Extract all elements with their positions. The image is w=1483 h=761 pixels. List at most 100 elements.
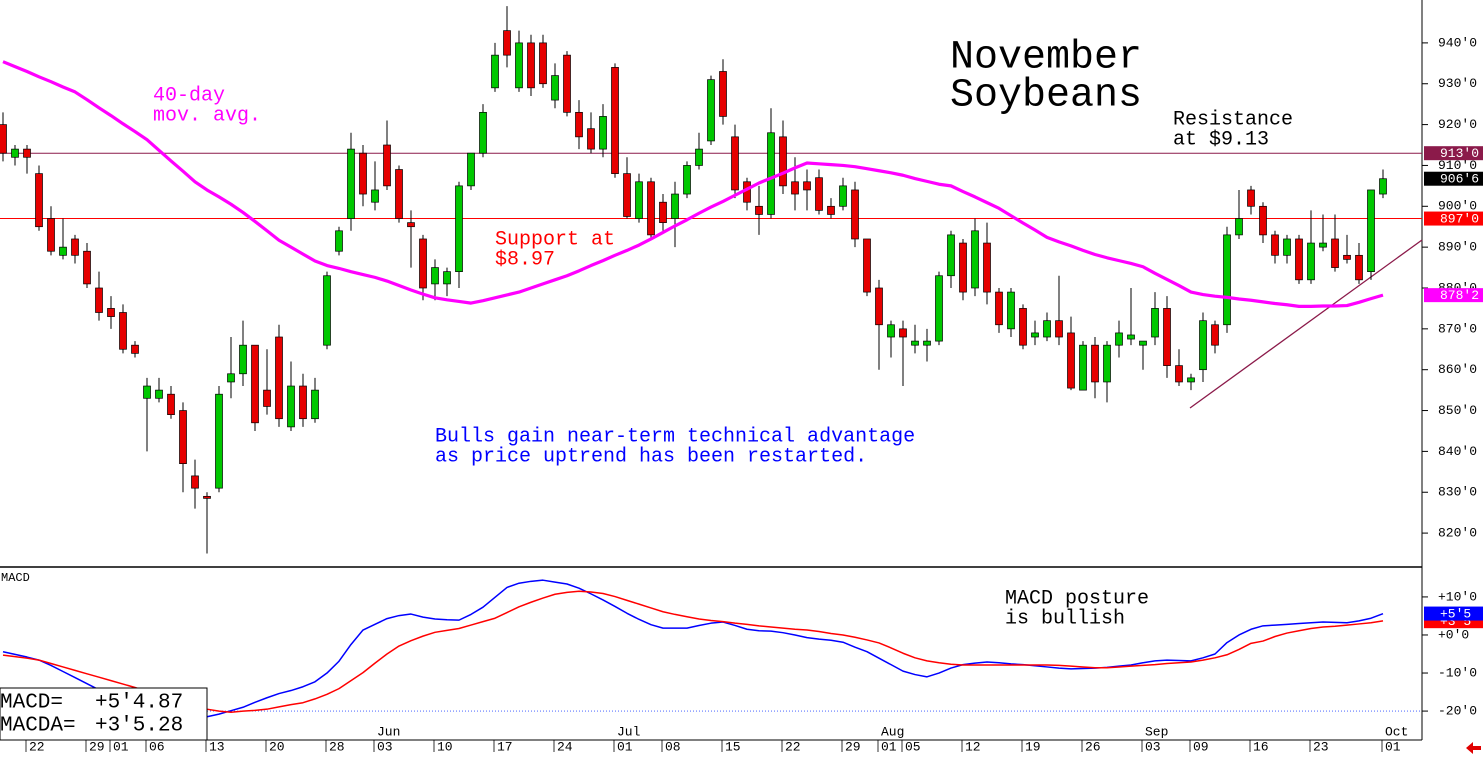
candle-body [899, 328, 907, 338]
candle-body [491, 54, 499, 89]
month-label: Jun [377, 724, 400, 739]
candle-body [539, 42, 547, 85]
y-tick-label: 920'0 [1438, 117, 1477, 132]
annotation: $8.97 [495, 248, 555, 271]
candle-body [1295, 238, 1303, 281]
candle-body [1151, 308, 1159, 338]
candle-body [983, 242, 991, 293]
candle-body [1199, 320, 1207, 371]
x-tick-label: 05 [905, 739, 921, 754]
candle-body [335, 230, 343, 252]
price-tag-label: 906'6 [1440, 172, 1479, 187]
candle-body [1271, 234, 1279, 256]
candle-body [263, 389, 271, 407]
candle-body [515, 42, 523, 89]
x-tick-label: 22 [29, 739, 45, 754]
candle-body [431, 267, 439, 285]
candle-body [59, 246, 67, 256]
y-tick-label: 870'0 [1438, 321, 1477, 336]
candle-body [167, 393, 175, 415]
candle-body [275, 336, 283, 420]
x-tick-label: 13 [209, 739, 225, 754]
y-tick-label: 940'0 [1438, 35, 1477, 50]
candle-body [47, 218, 55, 252]
candle-body [251, 344, 259, 424]
x-tick-label: 10 [437, 739, 453, 754]
y-tick-label: +0'0 [1438, 627, 1469, 642]
chart-title: November [950, 36, 1142, 81]
y-tick-label: -10'0 [1438, 665, 1477, 680]
candle-body [1343, 254, 1351, 260]
candle-body [131, 344, 139, 354]
candle-body [419, 238, 427, 289]
price-tag-label: 913'0 [1440, 146, 1479, 161]
y-tick-label: 910'0 [1438, 158, 1477, 173]
candle-body [1355, 254, 1363, 281]
candle-body [647, 181, 655, 236]
candle-body [1283, 238, 1291, 256]
candle-body [863, 238, 871, 293]
candle-body [803, 181, 811, 191]
price-tag [1424, 606, 1483, 621]
candle-body [143, 385, 151, 399]
candle-body [551, 75, 559, 101]
candle-body [695, 148, 703, 166]
candle-body [731, 136, 739, 191]
candle-body [443, 271, 451, 285]
candle-body [311, 389, 319, 420]
candle-body [1307, 242, 1315, 281]
candle-body [299, 385, 307, 420]
candle-body [1211, 324, 1219, 346]
month-label: Aug [881, 724, 904, 739]
candle-body [827, 205, 835, 215]
y-tick-label: 930'0 [1438, 76, 1477, 91]
candle-body [83, 250, 91, 285]
candle-body [563, 54, 571, 113]
candle-body [671, 193, 679, 219]
annotation: Support at [495, 228, 615, 251]
candle-body [227, 373, 235, 383]
candle-body [575, 111, 583, 138]
candle-body [407, 222, 415, 228]
readout-label: MACDA= [0, 715, 76, 738]
candle-body [239, 344, 247, 375]
scroll-arrow[interactable] [1466, 742, 1481, 754]
candle-body [1055, 320, 1063, 338]
candle-body [779, 136, 787, 187]
candle-body [107, 308, 115, 317]
price-tag [1424, 146, 1483, 161]
y-tick-label: 840'0 [1438, 444, 1477, 459]
x-tick-label: 23 [1313, 739, 1329, 754]
candle-body [599, 116, 607, 150]
x-tick-label: 12 [965, 739, 981, 754]
candle-body [467, 152, 475, 187]
candle-body [1235, 218, 1243, 236]
candle-body [71, 238, 79, 256]
y-tick-label: 820'0 [1438, 526, 1477, 541]
candle-body [683, 165, 691, 195]
annotation: Resistance [1173, 108, 1293, 131]
y-tick-label: 900'0 [1438, 199, 1477, 214]
x-tick-label: 20 [269, 739, 285, 754]
candle-body [35, 173, 43, 228]
candle-body [347, 148, 355, 219]
readout-label: MACD= [0, 692, 63, 715]
x-tick-label: 06 [149, 739, 165, 754]
annotation: at $9.13 [1173, 128, 1269, 151]
month-label: Jul [617, 724, 641, 739]
candle-body [1223, 234, 1231, 326]
candle-body [875, 287, 883, 326]
readout-value: +5'4.87 [95, 692, 183, 715]
candle-body [851, 189, 859, 240]
candle-body [1367, 189, 1375, 273]
x-tick-label: 01 [617, 739, 633, 754]
candle-body [911, 340, 919, 346]
candle-body [11, 148, 19, 158]
x-tick-label: 29 [89, 739, 105, 754]
x-tick-label: 09 [1193, 739, 1209, 754]
macd-line [2, 579, 1384, 718]
candle-body [587, 128, 595, 150]
x-tick-label: 24 [557, 739, 573, 754]
x-tick-label: 03 [1145, 739, 1161, 754]
